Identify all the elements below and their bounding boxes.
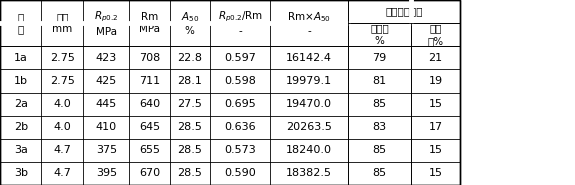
Text: Rm
MPa: Rm MPa <box>139 12 160 34</box>
Text: 645: 645 <box>139 122 160 132</box>
Text: 19470.0: 19470.0 <box>286 99 332 109</box>
Text: 18382.5: 18382.5 <box>286 168 332 179</box>
Text: 28.5: 28.5 <box>177 122 202 132</box>
Text: Rm×$A_{50}$
-: Rm×$A_{50}$ - <box>287 10 331 36</box>
Text: 1a: 1a <box>14 53 28 63</box>
Text: 20263.5: 20263.5 <box>286 122 332 132</box>
Text: 4.7: 4.7 <box>53 145 71 155</box>
Text: 3b: 3b <box>14 168 28 179</box>
Text: 395: 395 <box>96 168 117 179</box>
Text: 410: 410 <box>96 122 117 132</box>
Text: 28.5: 28.5 <box>177 145 202 155</box>
Text: 83: 83 <box>373 122 386 132</box>
Text: 85: 85 <box>373 145 386 155</box>
Text: 375: 375 <box>96 145 117 155</box>
Text: 445: 445 <box>96 99 117 109</box>
Text: 18240.0: 18240.0 <box>286 145 332 155</box>
Text: 3a: 3a <box>14 145 28 155</box>
Text: 厚度
mm: 厚度 mm <box>52 12 72 34</box>
Text: 711: 711 <box>139 76 160 86</box>
Text: 0.636: 0.636 <box>224 122 256 132</box>
Text: $A_{50}$
%: $A_{50}$ % <box>181 10 199 36</box>
Text: 21: 21 <box>428 53 443 63</box>
Text: 708: 708 <box>139 53 160 63</box>
Text: 0.590: 0.590 <box>224 168 256 179</box>
Text: 编
号: 编 号 <box>18 12 24 34</box>
Text: 2.75: 2.75 <box>50 76 75 86</box>
Text: 19979.1: 19979.1 <box>286 76 332 86</box>
Text: 425: 425 <box>96 76 117 86</box>
Text: 640: 640 <box>139 99 160 109</box>
Text: $R_{p0.2}$/Rm
-: $R_{p0.2}$/Rm - <box>217 10 263 36</box>
Text: 16142.4: 16142.4 <box>286 53 332 63</box>
Text: 0.597: 0.597 <box>224 53 256 63</box>
Text: 15: 15 <box>428 145 443 155</box>
Text: 4.0: 4.0 <box>53 99 71 109</box>
Text: 17: 17 <box>428 122 443 132</box>
Text: 81: 81 <box>373 76 386 86</box>
Text: 79: 79 <box>373 53 386 63</box>
Text: 2.75: 2.75 <box>50 53 75 63</box>
Text: 0.573: 0.573 <box>224 145 256 155</box>
Text: 27.5: 27.5 <box>177 99 202 109</box>
Text: 各相体积份数: 各相体积份数 <box>385 6 423 17</box>
Text: 15: 15 <box>428 168 443 179</box>
Text: 0.598: 0.598 <box>224 76 256 86</box>
Text: 4.7: 4.7 <box>53 168 71 179</box>
Text: 670: 670 <box>139 168 160 179</box>
Text: 423: 423 <box>96 53 117 63</box>
Text: 马氏
体%: 马氏 体% <box>427 23 444 46</box>
Text: 1b: 1b <box>14 76 28 86</box>
Text: 85: 85 <box>373 99 386 109</box>
Text: 铁素体
%: 铁素体 % <box>370 23 389 46</box>
Text: 655: 655 <box>139 145 160 155</box>
Text: 85: 85 <box>373 168 386 179</box>
Text: 2a: 2a <box>14 99 28 109</box>
Text: 15: 15 <box>428 99 443 109</box>
Text: 4.0: 4.0 <box>53 122 71 132</box>
Text: $R_{p0.2}$
MPa: $R_{p0.2}$ MPa <box>94 10 118 36</box>
Text: 19: 19 <box>428 76 443 86</box>
Text: 22.8: 22.8 <box>177 53 202 63</box>
Text: 2b: 2b <box>14 122 28 132</box>
Text: 28.1: 28.1 <box>177 76 202 86</box>
Text: 28.5: 28.5 <box>177 168 202 179</box>
Text: 0.695: 0.695 <box>224 99 256 109</box>
